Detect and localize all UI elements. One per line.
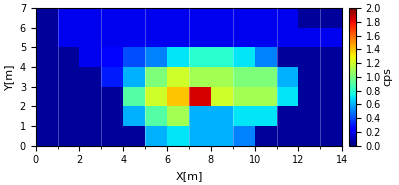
X-axis label: X[m]: X[m]	[175, 171, 203, 181]
Y-axis label: Y[m]: Y[m]	[4, 64, 14, 90]
Y-axis label: cps: cps	[382, 67, 392, 86]
